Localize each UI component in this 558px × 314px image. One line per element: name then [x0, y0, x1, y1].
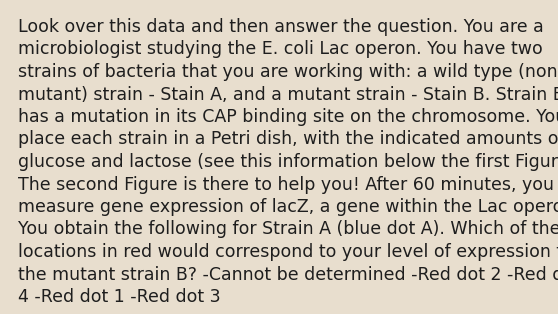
Text: Look over this data and then answer the question. You are a: Look over this data and then answer the …	[18, 18, 543, 36]
Text: measure gene expression of lacZ, a gene within the Lac operon.: measure gene expression of lacZ, a gene …	[18, 198, 558, 216]
Text: microbiologist studying the E. coli Lac operon. You have two: microbiologist studying the E. coli Lac …	[18, 41, 543, 58]
Text: locations in red would correspond to your level of expression for: locations in red would correspond to you…	[18, 243, 558, 261]
Text: You obtain the following for Strain A (blue dot A). Which of the: You obtain the following for Strain A (b…	[18, 220, 558, 239]
Text: mutant) strain - Stain A, and a mutant strain - Stain B. Strain B: mutant) strain - Stain A, and a mutant s…	[18, 85, 558, 104]
Text: glucose and lactose (see this information below the first Figure).: glucose and lactose (see this informatio…	[18, 153, 558, 171]
Text: has a mutation in its CAP binding site on the chromosome. You: has a mutation in its CAP binding site o…	[18, 108, 558, 126]
Text: strains of bacteria that you are working with: a wild type (non-: strains of bacteria that you are working…	[18, 63, 558, 81]
Text: The second Figure is there to help you! After 60 minutes, you: The second Figure is there to help you! …	[18, 176, 554, 193]
Text: the mutant strain B? -Cannot be determined -Red dot 2 -Red dot: the mutant strain B? -Cannot be determin…	[18, 266, 558, 284]
Text: place each strain in a Petri dish, with the indicated amounts of: place each strain in a Petri dish, with …	[18, 131, 558, 149]
Text: 4 -Red dot 1 -Red dot 3: 4 -Red dot 1 -Red dot 3	[18, 288, 220, 306]
